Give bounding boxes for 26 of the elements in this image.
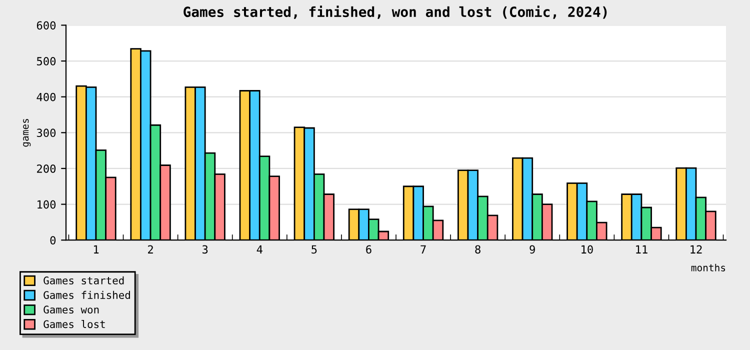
y-tick-label: 300 [36, 128, 56, 138]
y-tick-label: 600 [36, 21, 56, 30]
y-tick-label: 0 [50, 236, 56, 245]
y-axis-title: games [23, 118, 31, 147]
x-axis-title: months [691, 264, 726, 272]
legend-label: Games won [44, 306, 99, 314]
x-tick-label: 7 [420, 245, 426, 254]
legend-label: Games lost [44, 320, 105, 328]
x-tick-label: 8 [475, 245, 480, 254]
legend-label: Games started [44, 276, 124, 284]
x-tick-label: 3 [202, 245, 208, 254]
x-tick-label: 2 [148, 245, 153, 254]
chart-title: Games started, finished, won and lost (Comic, 2024) [184, 6, 607, 19]
legend-label: Games finished [44, 290, 130, 299]
x-tick-label: 10 [582, 245, 593, 254]
x-tick-label: 5 [312, 245, 317, 254]
x-tick-label: 6 [366, 245, 372, 254]
x-tick-label: 9 [530, 245, 535, 254]
x-tick-label: 4 [256, 245, 262, 254]
x-tick-label: 11 [636, 245, 648, 254]
y-tick-label: 500 [36, 57, 56, 66]
x-tick-label: 1 [94, 245, 99, 254]
y-tick-label: 200 [37, 164, 56, 173]
y-tick-label: 400 [36, 92, 56, 102]
y-tick-label: 100 [38, 200, 56, 209]
x-tick-label: 12 [690, 245, 702, 254]
